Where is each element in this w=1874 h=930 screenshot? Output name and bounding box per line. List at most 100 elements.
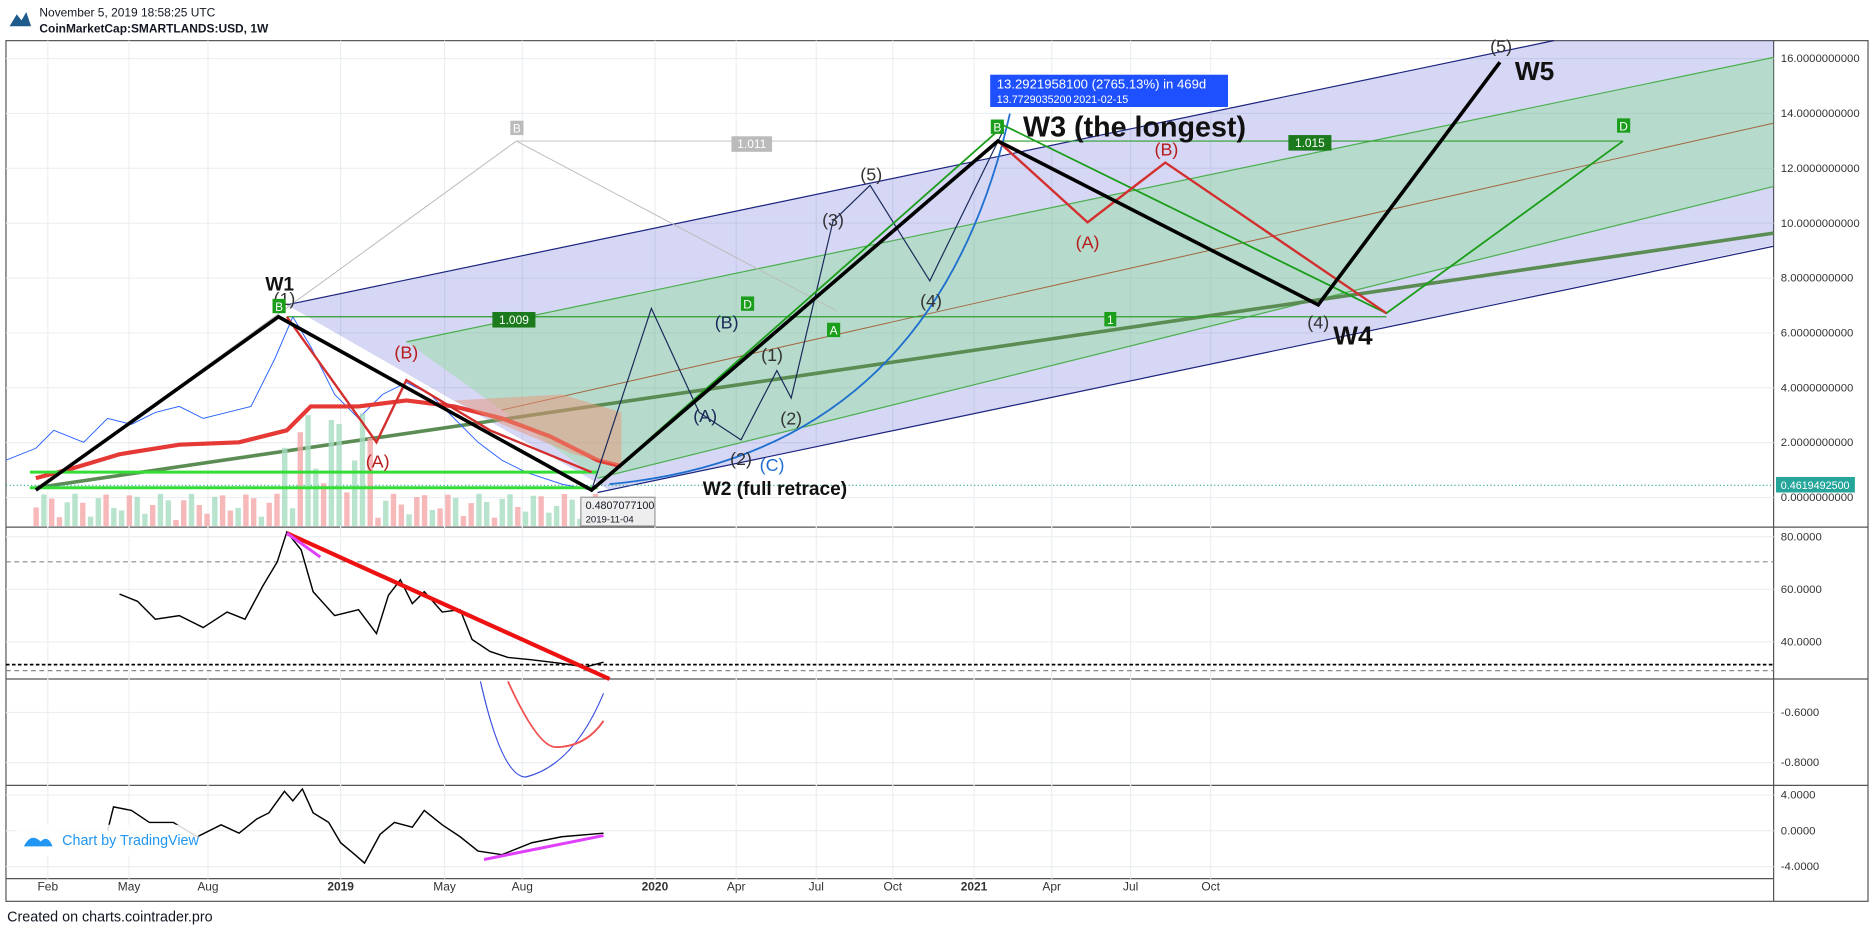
volume-bar [507, 494, 513, 526]
volume-bar [266, 502, 272, 526]
main-waves [34, 61, 1502, 493]
header-date: November 5, 2019 18:58:25 UTC [39, 6, 215, 20]
volume-bar [142, 513, 148, 526]
wave-label: (A) [693, 406, 717, 426]
axis-label: 40.0000 [1781, 637, 1822, 649]
volume-bar [235, 507, 241, 526]
time-label: May [118, 880, 141, 894]
wave-label: (4) [1307, 313, 1329, 333]
volume-bar [398, 504, 404, 526]
volume-bar [305, 415, 311, 526]
volume-bar [243, 494, 249, 526]
volume-bar [367, 438, 373, 526]
time-label: Apr [1042, 880, 1061, 894]
point-tag [827, 322, 841, 338]
volume-bar [196, 505, 202, 526]
trend-line [35, 231, 1774, 490]
volume-bar [359, 413, 366, 526]
time-label: Oct [883, 880, 902, 894]
point-tag-text: A [830, 324, 838, 338]
time-label: Apr [727, 880, 746, 894]
volume-bar [320, 483, 327, 526]
axis-label: 0.0000000000 [1781, 492, 1854, 504]
volume-bar [390, 493, 397, 526]
volume-bar [165, 500, 171, 526]
axis-label: 80.0000 [1781, 531, 1822, 543]
wave-labels: W1 W2 (full retrace) W3 (the longest) W4… [265, 37, 1554, 500]
green-channel-lower [597, 185, 1774, 479]
cloud [454, 394, 622, 467]
channel-lower [597, 245, 1774, 494]
point-tag [510, 120, 524, 136]
frame [5, 40, 1869, 902]
axis-label: 10.0000000000 [1781, 218, 1860, 230]
volume-bar [250, 498, 257, 526]
axes: 16.000000000014.000000000012.00000000001… [38, 53, 1860, 893]
point-tag-text: D [743, 297, 752, 311]
green-waves [591, 124, 1624, 491]
axis-label: -0.8000 [1781, 757, 1819, 769]
last-price-tag [1775, 476, 1855, 493]
volume-bar [41, 494, 47, 526]
wave-label: W1 [265, 274, 294, 295]
volume-bar [33, 507, 39, 526]
osc-line [479, 681, 605, 778]
momentum-trend [483, 834, 604, 861]
volume-bar [569, 499, 575, 526]
volume-bar [336, 423, 342, 526]
wave-label: (2) [780, 408, 802, 428]
time-label: 2019 [327, 880, 354, 894]
watermark-icon [23, 837, 53, 847]
volume-bar [460, 516, 467, 526]
rsi-line [119, 530, 604, 668]
axis-label: 4.0000000000 [1781, 382, 1854, 394]
rsi-trend [285, 531, 611, 681]
volume-bar [414, 497, 420, 526]
level-tag-text: 1.011 [737, 137, 766, 151]
volume-bar [204, 513, 210, 526]
wave-label: (3) [822, 210, 844, 230]
volume-bar [118, 510, 125, 526]
volume-bar [468, 503, 474, 526]
wave-label: (C) [760, 455, 785, 475]
volume-bar [429, 510, 436, 526]
volume-bar [421, 495, 428, 526]
wave-label: (2) [730, 449, 752, 469]
point-tag-text: 1 [1107, 313, 1114, 327]
wave-label: W3 (the longest) [1023, 111, 1246, 143]
axis-label: -0.6000 [1781, 707, 1819, 719]
logo [9, 11, 32, 27]
wave-label: (B) [394, 343, 418, 363]
time-label: Oct [1201, 880, 1220, 894]
grid [5, 40, 1774, 879]
correction-waves [997, 140, 1388, 315]
point-tag-text: B [275, 300, 283, 314]
wave-label: (1) [761, 345, 783, 365]
volume-bar [313, 468, 319, 526]
wave-label: (5) [860, 164, 882, 184]
volume-bar [546, 512, 552, 526]
axis-label: 4.0000 [1781, 790, 1816, 802]
point-tag-text: D [1619, 119, 1628, 133]
point-tag [1617, 118, 1631, 133]
wave-label: (A) [366, 451, 390, 471]
osc-line [507, 680, 605, 749]
channel-upper [286, 40, 1554, 306]
volume-bar [111, 507, 117, 526]
volume-bar [297, 432, 303, 526]
volume-bar [149, 504, 156, 526]
callout-text: 2021-02-15 [1073, 94, 1128, 106]
low-text: 2019-11-04 [586, 514, 635, 525]
wave-label: (5) [1490, 37, 1512, 57]
volume-bar [344, 492, 350, 526]
time-label: 2020 [642, 880, 669, 894]
volume-bar [64, 502, 70, 526]
point-tag-text: B [993, 120, 1001, 134]
axis-label: 6.0000000000 [1781, 327, 1854, 339]
fib-line [516, 140, 837, 312]
level-tag-text: 1.009 [499, 313, 529, 327]
volume-bar [522, 511, 529, 526]
time-label: Aug [197, 880, 218, 894]
volume-bar [134, 496, 140, 526]
